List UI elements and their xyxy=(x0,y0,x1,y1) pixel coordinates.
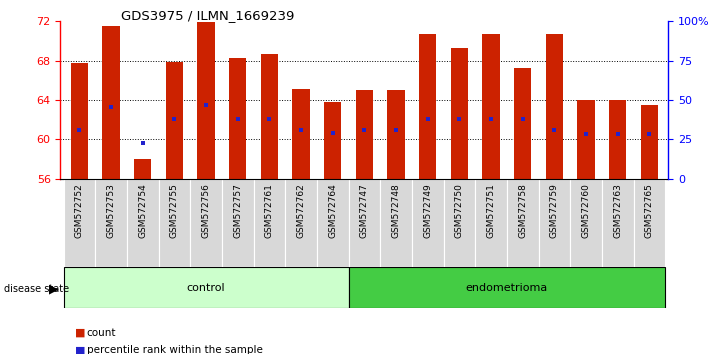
Text: ■: ■ xyxy=(75,328,85,338)
Bar xyxy=(324,102,341,179)
Bar xyxy=(198,22,215,179)
Bar xyxy=(514,68,531,179)
Text: GSM572749: GSM572749 xyxy=(423,183,432,238)
Text: GSM572764: GSM572764 xyxy=(328,183,337,238)
Bar xyxy=(102,26,119,179)
Bar xyxy=(412,179,444,267)
Bar xyxy=(222,179,254,267)
Bar xyxy=(507,179,538,267)
Text: GSM572747: GSM572747 xyxy=(360,183,369,238)
Bar xyxy=(63,179,95,267)
Bar xyxy=(356,90,373,179)
Bar xyxy=(191,179,222,267)
Bar xyxy=(292,89,310,179)
Bar xyxy=(348,267,665,308)
Bar xyxy=(348,179,380,267)
Bar xyxy=(641,105,658,179)
Text: control: control xyxy=(187,282,225,293)
Text: GSM572762: GSM572762 xyxy=(296,183,306,238)
Bar xyxy=(482,34,500,179)
Bar xyxy=(285,179,317,267)
Text: GSM572761: GSM572761 xyxy=(265,183,274,238)
Text: GSM572758: GSM572758 xyxy=(518,183,527,238)
Bar xyxy=(134,159,151,179)
Bar xyxy=(475,179,507,267)
Bar xyxy=(254,179,285,267)
Text: GSM572759: GSM572759 xyxy=(550,183,559,238)
Bar xyxy=(444,179,475,267)
Bar xyxy=(419,34,437,179)
Bar xyxy=(229,58,247,179)
Bar xyxy=(95,179,127,267)
Text: GSM572755: GSM572755 xyxy=(170,183,179,238)
Bar xyxy=(317,179,348,267)
Bar xyxy=(570,179,602,267)
Bar xyxy=(63,267,348,308)
Text: GSM572754: GSM572754 xyxy=(138,183,147,238)
Bar xyxy=(538,179,570,267)
Bar xyxy=(166,62,183,179)
Bar xyxy=(261,54,278,179)
Bar xyxy=(609,100,626,179)
Text: count: count xyxy=(87,328,116,338)
Bar xyxy=(545,34,563,179)
Bar xyxy=(70,63,88,179)
Text: GSM572763: GSM572763 xyxy=(613,183,622,238)
Text: GSM572750: GSM572750 xyxy=(455,183,464,238)
Bar xyxy=(451,48,468,179)
Text: percentile rank within the sample: percentile rank within the sample xyxy=(87,346,262,354)
Bar xyxy=(380,179,412,267)
Text: GSM572756: GSM572756 xyxy=(202,183,210,238)
Bar xyxy=(127,179,159,267)
Text: GSM572757: GSM572757 xyxy=(233,183,242,238)
Bar xyxy=(159,179,191,267)
Bar xyxy=(634,179,665,267)
Text: GSM572760: GSM572760 xyxy=(582,183,591,238)
Text: GSM572751: GSM572751 xyxy=(486,183,496,238)
Text: GSM572748: GSM572748 xyxy=(392,183,400,238)
Text: ■: ■ xyxy=(75,346,85,354)
Text: GSM572752: GSM572752 xyxy=(75,183,84,238)
Bar xyxy=(577,100,594,179)
Text: GSM572753: GSM572753 xyxy=(107,183,116,238)
Bar xyxy=(387,90,405,179)
Text: GSM572765: GSM572765 xyxy=(645,183,654,238)
Bar xyxy=(602,179,634,267)
Text: ▶: ▶ xyxy=(48,283,58,296)
Text: disease state: disease state xyxy=(4,284,69,294)
Text: endometrioma: endometrioma xyxy=(466,282,548,293)
Text: GDS3975 / ILMN_1669239: GDS3975 / ILMN_1669239 xyxy=(121,9,294,22)
